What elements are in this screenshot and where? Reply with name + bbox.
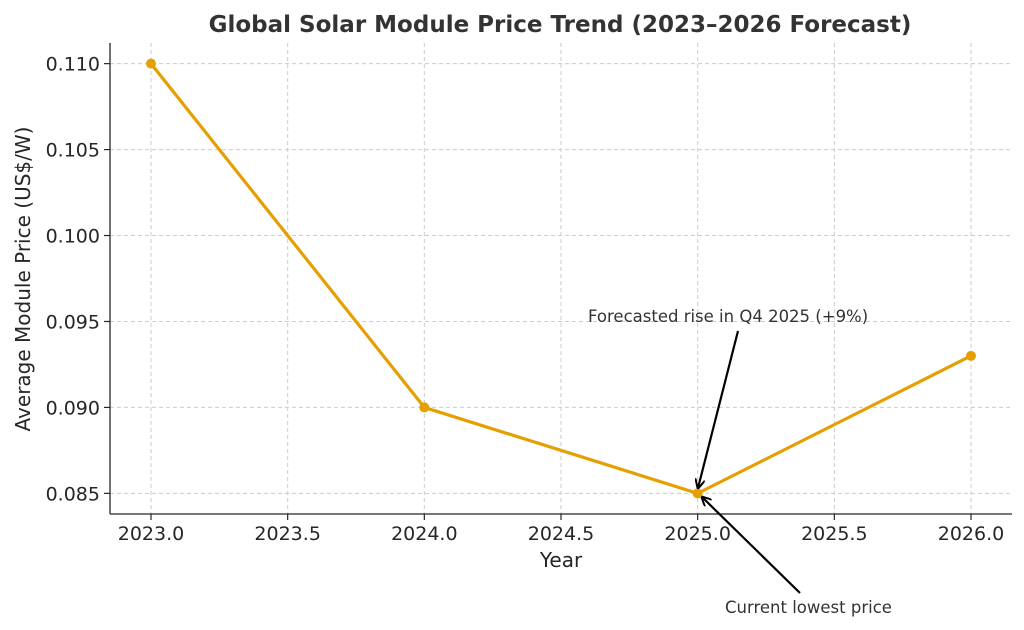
x-tick-label: 2024.5 (528, 523, 594, 545)
y-axis-label: Average Module Price (US$/W) (11, 127, 35, 432)
x-tick-label: 2023.5 (254, 523, 320, 545)
chart-title: Global Solar Module Price Trend (2023–20… (209, 12, 912, 38)
annotation-arrow-forecast (698, 330, 740, 488)
x-tick-label: 2025.0 (664, 523, 730, 545)
y-tick-label: 0.110 (46, 54, 100, 76)
y-tick-label: 0.095 (46, 311, 100, 333)
price-line (149, 62, 972, 495)
x-tick-label: 2026.0 (938, 523, 1004, 545)
data-point (966, 350, 976, 361)
x-tick-label: 2024.0 (391, 523, 457, 545)
x-tick-label: 2023.0 (118, 523, 184, 545)
annotation-forecast: Forecasted rise in Q4 2025 (+9%) (588, 307, 868, 326)
y-tick-label: 0.085 (46, 483, 100, 505)
y-tick-label: 0.105 (46, 140, 100, 162)
data-point (146, 58, 156, 69)
x-tick-label: 2025.5 (801, 523, 867, 545)
x-axis-label: Year (539, 548, 583, 572)
annotation-arrow-lowest (702, 497, 801, 594)
y-tick-label: 0.090 (46, 397, 100, 419)
data-point (419, 402, 430, 413)
annotation-lowest: Current lowest price (725, 598, 892, 617)
data-point (692, 488, 703, 499)
y-tick-label: 0.100 (46, 226, 100, 248)
